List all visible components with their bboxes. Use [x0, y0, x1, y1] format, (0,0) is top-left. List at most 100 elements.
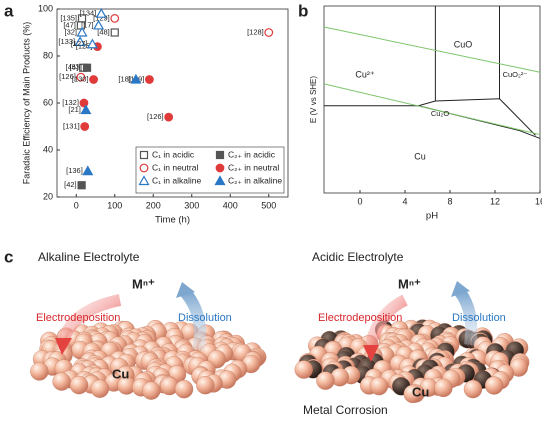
- x-tick-label: 300: [184, 200, 199, 210]
- point-label: [47]: [63, 20, 76, 29]
- x-tick-label: 200: [146, 200, 161, 210]
- electrolyte-title: Alkaline Electrolyte: [38, 250, 140, 264]
- legend-marker: [215, 150, 225, 160]
- point-label: [129]: [93, 13, 110, 22]
- x-tick-label: 4: [402, 196, 407, 206]
- copper-sphere: [463, 379, 483, 399]
- panel-letter: a: [4, 1, 14, 20]
- deposit-label: Electrodeposition: [36, 312, 120, 324]
- metal-label: Cu: [412, 384, 429, 399]
- point-label: [133]: [58, 37, 75, 46]
- point-label: [21]: [68, 105, 81, 114]
- copper-sphere: [90, 379, 110, 398]
- y-tick-label: 80: [43, 50, 53, 60]
- copper-sphere: [316, 371, 335, 390]
- legend-label: C₁ in acidic: [152, 149, 195, 159]
- boundary-line: [323, 26, 541, 73]
- deposit-arrow-head: [55, 338, 72, 355]
- x-axis-label: Time (h): [155, 215, 190, 226]
- marker: [264, 28, 274, 37]
- marker: [86, 38, 98, 49]
- region-label: Cu₂O: [431, 109, 449, 118]
- marker: [110, 28, 119, 37]
- y-tick-label: 40: [43, 144, 53, 154]
- copper-sphere: [142, 381, 161, 400]
- illustration-labels: Alkaline Electrolyte Mⁿ⁺ Electrodepositi…: [36, 250, 506, 417]
- legend-label: C₂₊ in neutral: [228, 162, 279, 172]
- panel-letter: c: [4, 247, 13, 266]
- deposit-arrow: [364, 294, 408, 352]
- point-label: [53]: [70, 63, 83, 72]
- metal-label: Cu: [112, 366, 129, 381]
- copper-sphere: [69, 375, 89, 395]
- marker: [93, 19, 105, 30]
- point-label: [130]: [72, 74, 89, 83]
- marker: [82, 165, 94, 176]
- dissolve-arrow-head: [451, 281, 470, 297]
- x-tick-label: 100: [107, 200, 122, 210]
- copper-sphere: [484, 376, 504, 395]
- legend-label: C₁ in neutral: [152, 162, 198, 172]
- point-label: [126]: [59, 72, 76, 81]
- y-tick-label: 60: [43, 97, 53, 107]
- point-label: [17]: [81, 20, 94, 29]
- x-tick-label: 500: [261, 200, 276, 210]
- marker: [110, 13, 120, 23]
- y-axis-label: E (V vs SHE): [309, 76, 318, 123]
- copper-sphere: [196, 376, 215, 395]
- legend-label: C₂₊ in acidic: [228, 149, 276, 159]
- marker: [76, 72, 86, 82]
- copper-sphere: [434, 378, 453, 398]
- marker: [144, 75, 154, 84]
- x-tick-label: 400: [223, 200, 238, 210]
- copper-sphere: [403, 384, 422, 404]
- region-label: Cu: [414, 151, 426, 161]
- point-label: [125]: [76, 42, 93, 51]
- copper-sphere: [369, 376, 389, 396]
- point-label: [32]: [65, 27, 78, 36]
- legend-marker: [139, 163, 149, 173]
- x-tick-label: 12: [490, 196, 500, 206]
- illustration: [30, 319, 530, 404]
- panel-letter: b: [298, 1, 308, 20]
- marker: [164, 112, 174, 122]
- point-label: [127]: [71, 39, 88, 48]
- legend-marker: [139, 150, 149, 160]
- dissolve-label: Dissolution: [452, 312, 506, 324]
- marker: [77, 181, 86, 190]
- x-tick-label: 0: [74, 200, 79, 210]
- ion-label: Mⁿ⁺: [398, 276, 421, 291]
- x-tick-label: 8: [447, 196, 452, 206]
- legend-marker: [214, 175, 226, 186]
- copper-sphere: [52, 372, 71, 391]
- region-label: CuO: [454, 39, 473, 49]
- marker: [80, 122, 90, 131]
- marker: [89, 75, 98, 84]
- deposit-label: Electrodeposition: [318, 312, 402, 324]
- boundary-line: [323, 83, 541, 136]
- marker: [95, 7, 107, 18]
- legend-label: C₁ in alkaline: [152, 175, 201, 185]
- point-label: [134]: [80, 9, 97, 18]
- copper-sphere: [294, 360, 313, 379]
- marker: [74, 36, 86, 46]
- deposit-arrow-head: [363, 345, 379, 362]
- point-label: [42]: [64, 180, 77, 189]
- region-label: Cu²⁺: [355, 69, 375, 79]
- marker: [130, 73, 142, 84]
- point-label: [44]: [66, 63, 79, 72]
- legend-marker: [138, 175, 150, 186]
- copper-sphere: [174, 379, 194, 399]
- copper-sphere: [30, 362, 49, 381]
- legend-label: C₂₊ in alkaline: [228, 175, 282, 185]
- dissolve-label: Dissolution: [178, 312, 232, 324]
- x-axis-label: pH: [426, 211, 438, 222]
- region-label: CuO₂²⁻: [503, 70, 528, 79]
- point-label: [136]: [66, 166, 83, 175]
- point-label: [135]: [60, 13, 77, 22]
- x-tick-label: 0: [357, 196, 362, 206]
- dissolve-arrow-head: [176, 282, 195, 298]
- ion-label: Mⁿ⁺: [132, 276, 155, 291]
- point-label: [131]: [63, 121, 80, 130]
